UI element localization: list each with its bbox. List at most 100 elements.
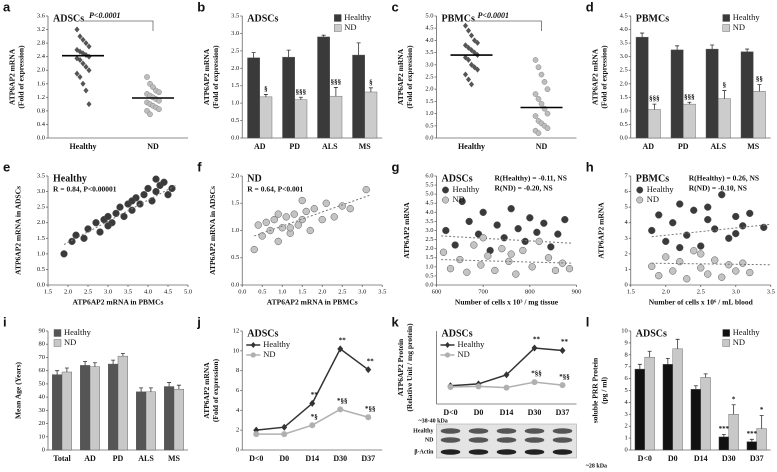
point <box>512 270 520 278</box>
point <box>662 253 670 261</box>
y-tick-label: 10 <box>233 347 240 354</box>
point <box>535 130 542 136</box>
chart-title: ADSCs <box>247 328 278 339</box>
point <box>655 211 663 219</box>
x-tick-label: PD <box>678 142 689 151</box>
y-axis-label: ATP6AP2 mRNA in ADSCs <box>14 186 23 275</box>
significance: ** <box>561 338 569 346</box>
legend-swatch <box>722 329 730 337</box>
point <box>732 212 740 221</box>
y-axis-label: ATP6AP2 mRNA <box>202 48 211 105</box>
y-tick-label: 3.5 <box>425 49 433 56</box>
x-tick-label: 3.0 <box>358 288 366 295</box>
error-bar <box>665 357 670 365</box>
annotation: P<0.0001 <box>89 11 120 20</box>
y-tick-label: 2.0 <box>37 67 45 74</box>
point <box>458 197 466 206</box>
y-tick-label: 12 <box>233 327 240 334</box>
point <box>104 222 112 230</box>
point <box>128 206 136 214</box>
bar <box>294 99 308 139</box>
blot-band <box>468 449 489 455</box>
x-tick-label: D0 <box>279 454 289 463</box>
y-tick-label: 3.5 <box>231 12 239 19</box>
chart-title: PBMCs <box>636 13 669 24</box>
y-tick-label: 1.0 <box>425 263 433 270</box>
y-tick-label: 0.0 <box>425 281 433 288</box>
point <box>156 106 162 113</box>
x-axis-label: Number of cells x 10³ / mg tissue <box>455 298 559 307</box>
marker <box>309 399 316 407</box>
point <box>120 212 128 221</box>
point <box>468 81 475 88</box>
bar <box>145 391 157 451</box>
x-tick-label: Total <box>53 454 71 463</box>
legend-swatch <box>722 24 730 32</box>
chart-title: Healthy <box>53 173 87 184</box>
legend-label: Healthy <box>458 339 486 349</box>
y-tick-label: 8 <box>236 367 239 374</box>
point <box>477 261 485 269</box>
point <box>112 209 120 218</box>
panel-label: b <box>197 0 205 14</box>
trendline <box>651 262 771 266</box>
panel-label: k <box>392 314 400 329</box>
point <box>74 70 80 77</box>
error-bar <box>356 42 361 56</box>
legend-label: Healthy <box>64 327 92 337</box>
y-tick-label: 2.5 <box>37 204 45 211</box>
point <box>739 259 747 267</box>
significance: §§§ <box>649 95 660 103</box>
error-bar <box>139 387 144 392</box>
point <box>104 212 112 221</box>
error-bar <box>92 362 97 367</box>
y-tick-label: 10 <box>39 433 46 440</box>
point <box>77 33 83 40</box>
panel-label: i <box>3 314 7 329</box>
error-bar <box>710 44 715 50</box>
chart-title: ADSCs <box>247 13 278 24</box>
legend-label: ND <box>344 22 356 32</box>
error-bar <box>83 361 88 366</box>
blot-label: ~38-40 kDa <box>419 418 448 424</box>
point <box>80 234 88 242</box>
error-bar <box>721 434 726 437</box>
error-bar <box>757 84 762 92</box>
error-bar <box>675 45 680 50</box>
legend-label: Healthy <box>453 184 481 194</box>
significance: §§§ <box>296 88 307 96</box>
legend-swatch <box>53 339 62 347</box>
y-tick-label: 0.5 <box>425 272 433 279</box>
point <box>160 178 168 186</box>
y-tick-label: 5 <box>625 204 628 211</box>
y-axis-label: soluble PRR Protein <box>590 357 599 423</box>
point <box>250 245 258 254</box>
point <box>77 57 83 64</box>
point <box>470 241 478 249</box>
y-axis-label: ATP6AP2 Protein <box>396 338 405 396</box>
point <box>479 234 487 242</box>
point <box>479 208 487 216</box>
point <box>254 221 262 229</box>
error-bar <box>731 404 736 415</box>
point <box>538 100 545 107</box>
point <box>725 261 733 269</box>
point <box>662 237 670 246</box>
point <box>456 255 464 264</box>
error-bar <box>652 103 657 110</box>
bar <box>740 51 754 139</box>
point <box>711 225 719 233</box>
bar <box>364 91 378 139</box>
legend-label: ND <box>453 194 465 204</box>
bar <box>329 95 343 139</box>
x-tick-label: D37 <box>750 454 764 463</box>
y-tick-label: 0.5 <box>231 254 239 261</box>
bar <box>683 103 696 139</box>
y-tick-label: 5.0 <box>425 12 433 19</box>
point <box>86 101 92 108</box>
chart-title: ADSCs <box>636 328 667 339</box>
x-tick-label: D<0 <box>443 408 457 417</box>
y-tick-label: 80 <box>39 341 46 348</box>
